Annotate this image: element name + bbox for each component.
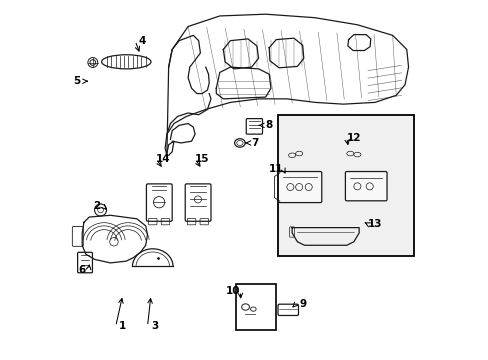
Text: 3: 3	[151, 321, 158, 332]
Text: 7: 7	[251, 138, 258, 148]
Text: 8: 8	[265, 120, 272, 130]
Text: 4: 4	[138, 36, 145, 46]
FancyBboxPatch shape	[278, 115, 413, 256]
Text: 5: 5	[73, 76, 81, 86]
Text: 2: 2	[93, 202, 100, 211]
Text: 11: 11	[268, 165, 283, 174]
FancyBboxPatch shape	[345, 171, 386, 201]
Text: 14: 14	[156, 154, 170, 164]
Text: 13: 13	[367, 219, 382, 229]
Bar	[235, 284, 276, 330]
Text: 12: 12	[346, 133, 360, 143]
Text: 15: 15	[195, 154, 209, 164]
Text: 10: 10	[225, 286, 240, 296]
Text: 9: 9	[299, 299, 305, 309]
FancyBboxPatch shape	[278, 171, 321, 203]
Text: 1: 1	[119, 321, 126, 332]
Text: 6: 6	[78, 265, 85, 275]
